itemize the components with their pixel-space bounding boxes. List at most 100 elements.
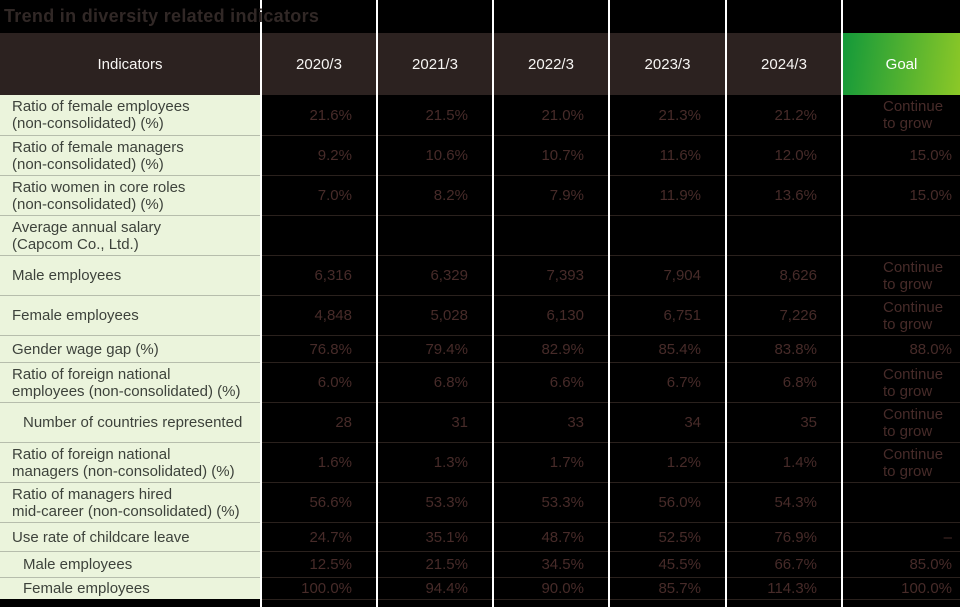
value-text: 85.4%	[658, 340, 701, 358]
row-label: Ratio women in core roles (non-consolidat…	[0, 175, 260, 215]
value-cell: 21.0%	[494, 95, 608, 135]
row-label-text: Average annual salary (Capcom Co., Ltd.)	[12, 218, 161, 253]
value-text: 52.5%	[658, 528, 701, 546]
bottom-filler-cell	[494, 599, 608, 607]
value-text: 12.5%	[309, 556, 352, 573]
value-text: 6,130	[546, 307, 584, 324]
value-text: 79.4%	[425, 340, 468, 358]
goal-text: Continue to grow	[883, 365, 944, 400]
value-text: 21.3%	[658, 106, 701, 124]
value-cell: 7.9%	[494, 175, 608, 215]
value-text: 54.3%	[774, 494, 817, 511]
value-cell: 85.4%	[610, 335, 725, 362]
value-text: 7,393	[546, 267, 584, 284]
value-cell: 82.9%	[494, 335, 608, 362]
value-text: 85.7%	[658, 580, 701, 597]
goal-cell: 100.0%	[843, 577, 960, 599]
value-text: 10.7%	[541, 147, 584, 164]
value-text: 6,751	[663, 307, 701, 324]
row-label-text: Gender wage gap (%)	[12, 340, 159, 358]
value-text: 12.0%	[774, 147, 817, 164]
value-text: 10.6%	[425, 147, 468, 164]
value-cell: 83.8%	[727, 335, 841, 362]
value-cell: 56.0%	[610, 482, 725, 522]
value-text: 94.4%	[425, 580, 468, 597]
column-header-year-label: 2020/3	[296, 55, 342, 73]
row-label: Average annual salary (Capcom Co., Ltd.)	[0, 215, 260, 255]
row-label-text: Male employees	[23, 556, 133, 573]
value-text: 76.8%	[309, 340, 352, 358]
value-cell: 48.7%	[494, 522, 608, 551]
goal-cell: Continue to grow	[843, 295, 960, 335]
value-cell: 1.3%	[378, 442, 492, 482]
value-cell: 10.6%	[378, 135, 492, 175]
row-label: Female employees	[0, 577, 260, 599]
value-text: 6,329	[430, 267, 468, 284]
row-label-text: Male employees	[12, 267, 122, 284]
goal-text: Continue to grow	[883, 405, 944, 440]
value-text: 21.5%	[425, 106, 468, 124]
value-cell: 76.9%	[727, 522, 841, 551]
value-cell: 52.5%	[610, 522, 725, 551]
value-text: 1.2%	[666, 454, 701, 471]
value-cell: 28	[262, 402, 376, 442]
column-header-year-2022-3: 2022/3	[494, 33, 608, 95]
goal-cell: 85.0%	[843, 551, 960, 577]
value-text: 6.8%	[433, 374, 468, 391]
value-cell: 1.7%	[494, 442, 608, 482]
value-text: 34	[684, 414, 701, 431]
value-cell: 79.4%	[378, 335, 492, 362]
value-text: 11.6%	[659, 147, 701, 164]
row-label: Male employees	[0, 551, 260, 577]
row-label: Gender wage gap (%)	[0, 335, 260, 362]
goal-cell: Continue to grow	[843, 402, 960, 442]
value-cell	[494, 215, 608, 255]
value-cell: 85.7%	[610, 577, 725, 599]
value-cell: 35.1%	[378, 522, 492, 551]
goal-text: 15.0%	[909, 147, 952, 164]
value-cell: 35	[727, 402, 841, 442]
column-header-year-2021-3: 2021/3	[378, 33, 492, 95]
row-label: Ratio of foreign national managers (non-c…	[0, 442, 260, 482]
goal-text: Continue to grow	[883, 298, 944, 333]
value-cell: 8.2%	[378, 175, 492, 215]
row-label: Male employees	[0, 255, 260, 295]
column-header-indicators: Indicators	[0, 33, 260, 95]
value-text: 35.1%	[425, 528, 468, 546]
column-header-year-label: 2023/3	[644, 55, 691, 73]
column-header-goal-label: Goal	[885, 55, 918, 73]
value-cell: 6,751	[610, 295, 725, 335]
value-cell: 114.3%	[727, 577, 841, 599]
value-cell: 21.6%	[262, 95, 376, 135]
value-cell: 6,316	[262, 255, 376, 295]
value-text: 28	[335, 414, 352, 431]
value-cell: 6,329	[378, 255, 492, 295]
value-cell: 6.6%	[494, 362, 608, 402]
value-cell: 21.5%	[378, 95, 492, 135]
value-cell: 33	[494, 402, 608, 442]
value-cell: 12.0%	[727, 135, 841, 175]
value-text: 8,626	[779, 267, 817, 284]
value-text: 83.8%	[774, 340, 817, 358]
goal-cell: –	[843, 522, 960, 551]
value-text: 90.0%	[541, 580, 584, 597]
value-cell: 7.0%	[262, 175, 376, 215]
value-cell	[378, 215, 492, 255]
column-header-goal: Goal	[843, 33, 960, 95]
title-band-cell	[610, 0, 725, 33]
row-label-text: Ratio women in core roles (non-consolidat…	[12, 178, 186, 213]
bottom-filler-cell	[843, 599, 960, 607]
value-cell: 8,626	[727, 255, 841, 295]
title-band-cell	[262, 0, 376, 33]
value-text: 1.4%	[782, 454, 817, 471]
bottom-filler-cell	[610, 599, 725, 607]
bottom-filler-cell	[378, 599, 492, 607]
bottom-filler-cell	[262, 599, 376, 607]
value-text: 31	[451, 414, 468, 431]
goal-text: 100.0%	[901, 580, 952, 597]
value-cell: 7,226	[727, 295, 841, 335]
value-text: 1.6%	[317, 454, 352, 471]
row-label: Ratio of managers hired mid-career (non-c…	[0, 482, 260, 522]
value-cell: 1.4%	[727, 442, 841, 482]
value-cell: 94.4%	[378, 577, 492, 599]
